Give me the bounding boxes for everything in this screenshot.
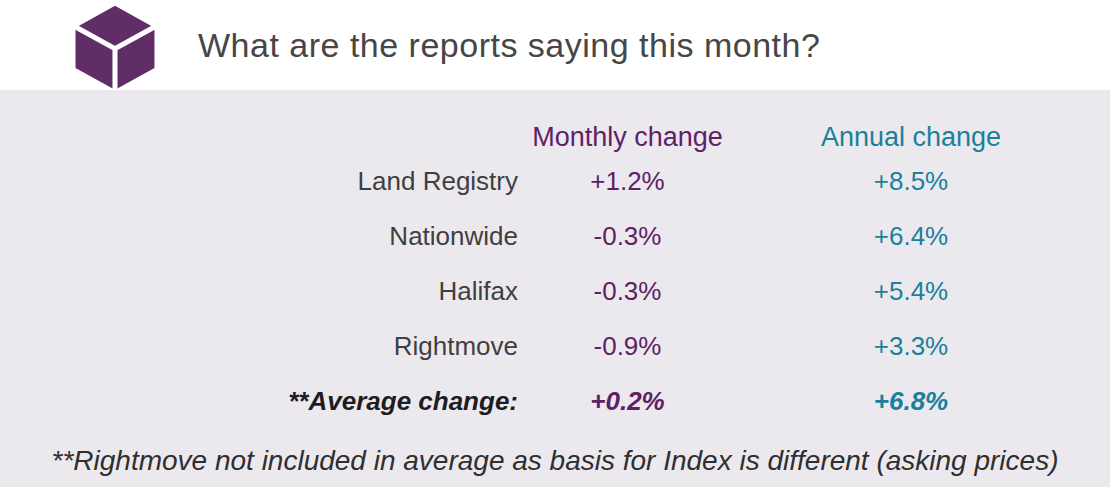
footnote: **Rightmove not included in average as b… <box>0 441 1110 481</box>
annual-change-value: +5.4% <box>737 264 1085 319</box>
source-label: Halifax <box>0 264 518 319</box>
page-title: What are the reports saying this month? <box>198 26 820 65</box>
monthly-change-value: -0.9% <box>518 319 737 374</box>
column-header-annual-change: Annual change <box>737 120 1085 154</box>
annual-change-value: +8.5% <box>737 154 1085 209</box>
annual-change-value: +6.4% <box>737 209 1085 264</box>
report-table: Monthly change Annual change Land Regist… <box>0 120 1110 429</box>
average-change-label: **Average change: <box>0 374 518 429</box>
source-label: Land Registry <box>0 154 518 209</box>
monthly-change-value: -0.3% <box>518 209 737 264</box>
monthly-change-value: +1.2% <box>518 154 737 209</box>
cube-icon <box>73 5 157 89</box>
monthly-change-value: -0.3% <box>518 264 737 319</box>
source-label: Nationwide <box>0 209 518 264</box>
report-panel: Monthly change Annual change Land Regist… <box>0 90 1110 487</box>
source-label: Rightmove <box>0 319 518 374</box>
header-spacer <box>0 120 518 154</box>
annual-change-value: +3.3% <box>737 319 1085 374</box>
average-monthly-change-value: +0.2% <box>518 374 737 429</box>
header-band: What are the reports saying this month? <box>0 0 1110 90</box>
average-annual-change-value: +6.8% <box>737 374 1085 429</box>
column-header-monthly-change: Monthly change <box>518 120 737 154</box>
